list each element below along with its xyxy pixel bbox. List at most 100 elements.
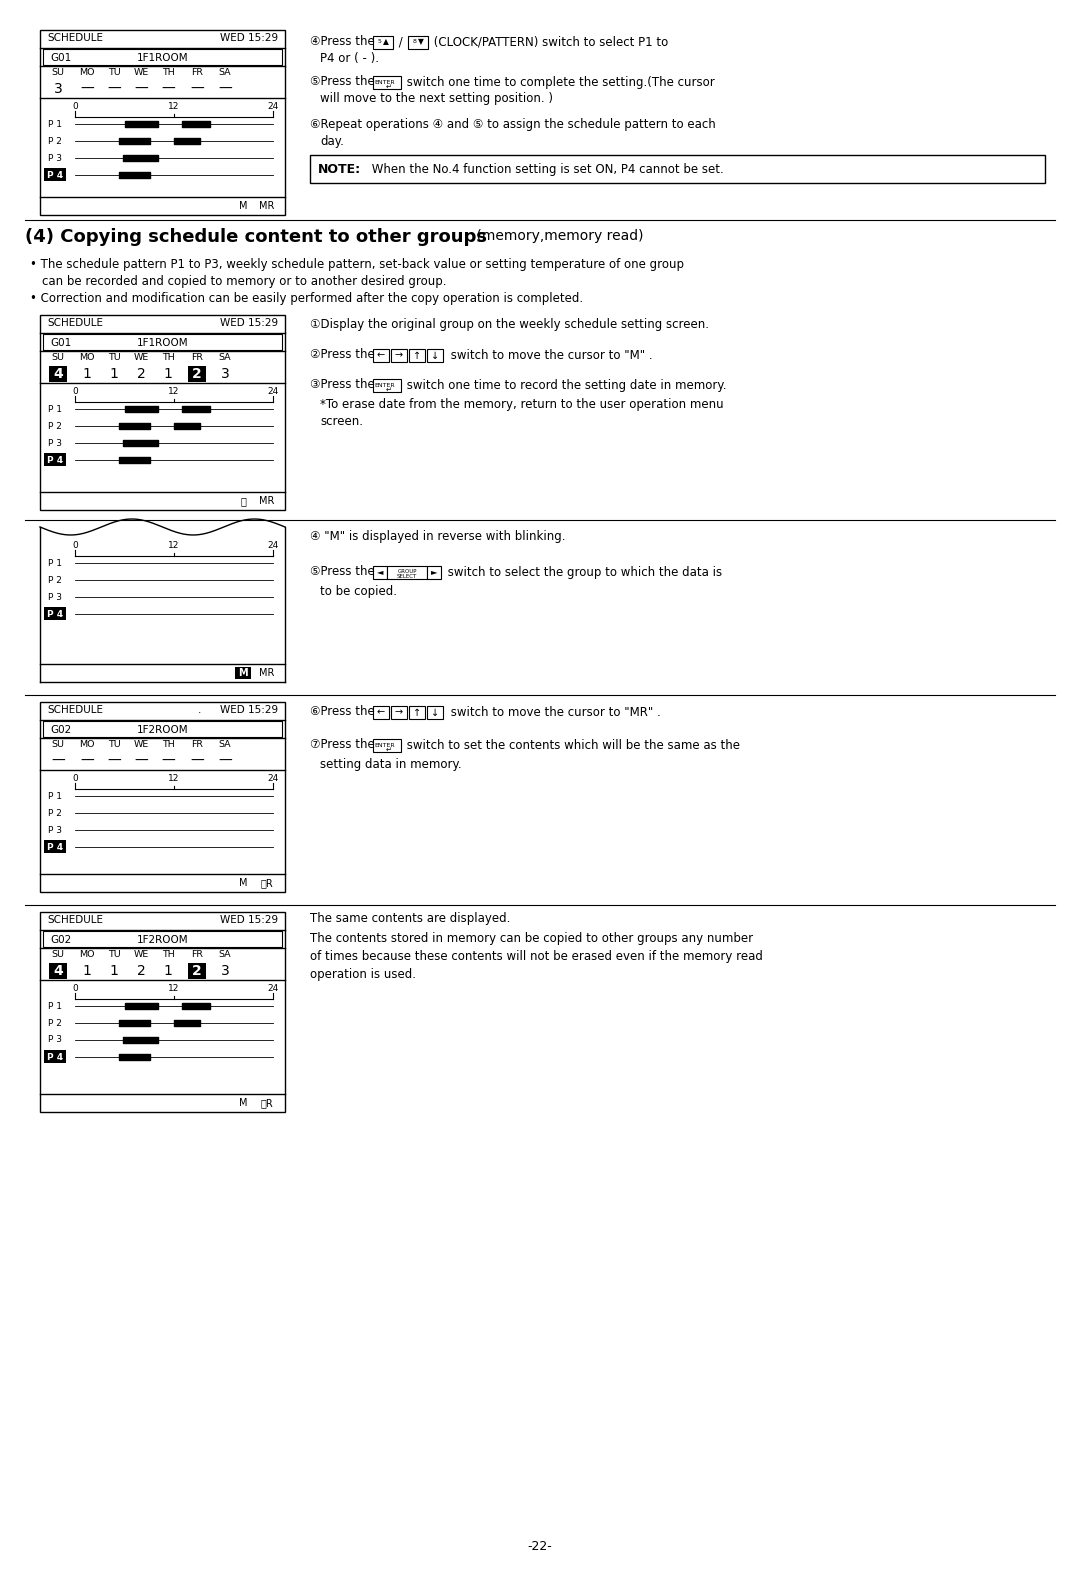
Text: (memory,memory read): (memory,memory read) (472, 229, 644, 243)
Bar (188, 963, 206, 979)
Text: SU: SU (52, 353, 65, 362)
Text: 12: 12 (168, 983, 179, 993)
Bar (373, 378, 401, 392)
Text: SA: SA (218, 950, 231, 960)
Bar (43, 334, 282, 350)
Text: SU: SU (52, 741, 65, 749)
Text: 1: 1 (82, 367, 92, 381)
Text: SU: SU (52, 68, 65, 77)
Text: P 2: P 2 (49, 808, 62, 818)
Text: 1F1ROOM: 1F1ROOM (137, 337, 188, 348)
Text: TH: TH (162, 353, 174, 362)
Text: 1: 1 (163, 965, 173, 979)
Text: ⑥Press the: ⑥Press the (310, 704, 378, 719)
Text: will move to the next setting position. ): will move to the next setting position. … (320, 91, 553, 106)
Text: of times because these contents will not be erased even if the memory read: of times because these contents will not… (310, 950, 762, 963)
Text: 1: 1 (109, 965, 119, 979)
Text: —: — (107, 753, 121, 768)
Text: 0: 0 (72, 983, 78, 993)
Bar (44, 452, 66, 466)
Text: TU: TU (108, 353, 120, 362)
Text: WED 15:29: WED 15:29 (220, 33, 278, 43)
Text: 1F1ROOM: 1F1ROOM (137, 54, 188, 63)
Text: ▼: ▼ (418, 38, 424, 47)
Bar (373, 739, 401, 752)
Text: 24: 24 (268, 983, 279, 993)
Text: P 3: P 3 (48, 1035, 62, 1045)
Bar (40, 913, 285, 1113)
Text: ↓: ↓ (431, 350, 440, 361)
Text: ↑: ↑ (413, 708, 421, 717)
Text: 1: 1 (82, 965, 92, 979)
Bar (188, 366, 206, 381)
Bar (427, 348, 443, 362)
Text: SCHEDULE: SCHEDULE (48, 318, 103, 328)
Text: G01: G01 (50, 337, 71, 348)
Text: ↓: ↓ (431, 708, 440, 717)
Text: ←: ← (377, 350, 386, 361)
Text: WE: WE (133, 950, 149, 960)
Text: G02: G02 (50, 725, 71, 734)
Bar (43, 720, 282, 738)
Text: SCHEDULE: SCHEDULE (48, 33, 103, 43)
Text: FR: FR (191, 353, 203, 362)
Text: can be recorded and copied to memory or to another desired group.: can be recorded and copied to memory or … (42, 274, 446, 288)
Text: P 2: P 2 (49, 421, 62, 430)
Text: (4) Copying schedule content to other groups: (4) Copying schedule content to other gr… (25, 229, 487, 246)
Text: —: — (80, 753, 94, 768)
Text: ⑤Press the: ⑤Press the (310, 76, 378, 88)
Bar (409, 348, 426, 362)
Text: 24: 24 (268, 541, 279, 550)
Text: SU: SU (52, 950, 65, 960)
Text: TH: TH (162, 950, 174, 960)
Text: →: → (395, 350, 403, 361)
Text: day.: day. (320, 136, 343, 148)
Text: —: — (80, 82, 94, 96)
Bar (373, 36, 393, 49)
Bar (40, 315, 285, 511)
Text: G02: G02 (50, 935, 71, 946)
Text: MO: MO (79, 353, 95, 362)
Text: P 4: P 4 (46, 1053, 63, 1062)
Text: 24: 24 (268, 388, 279, 396)
Bar (49, 963, 67, 979)
Text: 12: 12 (168, 774, 179, 783)
Text: P4 or ( - ).: P4 or ( - ). (320, 52, 379, 65)
Text: SA: SA (218, 68, 231, 77)
Text: P 1: P 1 (48, 1001, 62, 1010)
Text: 用R: 用R (260, 878, 273, 887)
Text: 2: 2 (192, 965, 202, 979)
Bar (373, 76, 401, 88)
Text: →: → (395, 708, 403, 717)
Text: —: — (161, 753, 175, 768)
Text: *To erase date from the memory, return to the user operation menu: *To erase date from the memory, return t… (320, 399, 724, 411)
Text: ↵: ↵ (386, 84, 392, 90)
Text: 1: 1 (163, 367, 173, 381)
Text: 0: 0 (72, 774, 78, 783)
Text: SCHEDULE: SCHEDULE (48, 916, 103, 925)
Text: ↵: ↵ (386, 388, 392, 392)
Text: M: M (239, 878, 247, 887)
Bar (43, 931, 282, 947)
Text: MR: MR (259, 496, 274, 506)
Text: 8: 8 (413, 39, 417, 44)
Text: The contents stored in memory can be copied to other groups any number: The contents stored in memory can be cop… (310, 931, 753, 946)
Bar (40, 701, 285, 892)
Text: ⑤Press the: ⑤Press the (310, 566, 378, 578)
Text: P 4: P 4 (46, 455, 63, 465)
Text: -22-: -22- (528, 1540, 552, 1552)
Text: TH: TH (162, 741, 174, 749)
Text: TH: TH (162, 68, 174, 77)
Text: P 4: P 4 (46, 843, 63, 851)
Text: The same contents are displayed.: The same contents are displayed. (310, 913, 511, 925)
Text: WED 15:29: WED 15:29 (220, 318, 278, 328)
Text: switch one time to complete the setting.(The cursor: switch one time to complete the setting.… (403, 76, 715, 88)
Text: —: — (134, 753, 148, 768)
Text: P 2: P 2 (49, 1018, 62, 1028)
Text: ②Press the: ②Press the (310, 348, 378, 361)
Text: MO: MO (79, 68, 95, 77)
Text: 12: 12 (168, 102, 179, 110)
Text: ►: ► (431, 567, 437, 577)
Text: WE: WE (133, 353, 149, 362)
Text: TU: TU (108, 741, 120, 749)
